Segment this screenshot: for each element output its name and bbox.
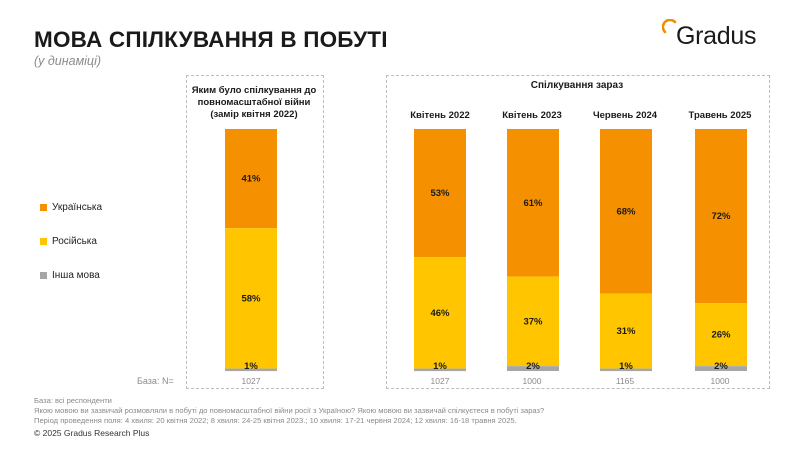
legend-swatch-russian [40,238,47,245]
copyright: © 2025 Gradus Research Plus [34,428,150,438]
label-ukrainian-may-2025: 72% [711,211,731,222]
column-header-current: Спілкування зараз [530,80,624,91]
bar-ukrainian-jun-2024 [600,129,652,294]
footnote-base: База: всі респонденти [34,396,112,405]
label-russian-before-war: 58% [241,293,261,304]
bar-ukrainian-before-war [225,129,277,229]
footnote-period: Період проведення поля: 4 хвиля: 20 квіт… [34,416,517,425]
page-subtitle: (у динаміці) [34,54,102,68]
legend-item-ukrainian: Українська [52,202,103,213]
label-ukrainian-apr-2022: 53% [430,188,450,199]
bar-other-apr-2023 [507,366,559,371]
gradus-logo: Gradus [662,19,774,55]
base-n-may-2025: 1000 [710,376,730,386]
label-russian-may-2025: 26% [711,330,731,341]
legend-swatch-ukrainian [40,204,47,211]
page-title: МОВА СПІЛКУВАННЯ В ПОБУТІ [34,27,388,52]
logo-mark-icon [662,19,677,34]
label-russian-jun-2024: 31% [616,326,636,337]
column-header-jun-2024: Червень 2024 [592,110,658,121]
bar-ukrainian-may-2025 [695,129,747,304]
base-n-before-war: 1027 [241,376,261,386]
base-n-apr-2023: 1000 [522,376,542,386]
column-header-apr-2023: Квітень 2023 [502,110,562,121]
legend-swatch-other [40,272,47,279]
column-header-before-war: Яким було спілкування до повномасштабної… [191,85,317,120]
current-panel [386,75,770,389]
label-other-jun-2024: 1% [619,361,633,372]
bar-russian-before-war [225,228,277,369]
legend-item-other: Інша мова [52,270,100,281]
label-ukrainian-before-war: 41% [241,174,261,185]
base-label: База: N= [137,376,174,386]
bar-russian-jun-2024 [600,293,652,369]
label-other-apr-2023: 2% [526,361,540,372]
base-n-jun-2024: 1165 [615,376,635,386]
footnote-question: Якою мовою ви зазвичай розмовляли в побу… [34,406,545,415]
bar-other-before-war [225,368,277,372]
base-n-apr-2022: 1027 [430,376,450,386]
label-ukrainian-jun-2024: 68% [616,206,636,217]
bar-ukrainian-apr-2023 [507,129,559,277]
label-russian-apr-2022: 46% [430,308,450,319]
bar-russian-apr-2022 [414,257,466,369]
bar-russian-may-2025 [695,303,747,367]
before-war-panel [186,75,324,389]
label-other-before-war: 1% [244,361,258,372]
bar-ukrainian-apr-2022 [414,129,466,258]
logo-text: Gradus [676,22,757,50]
bar-other-jun-2024 [600,368,652,372]
bar-russian-apr-2023 [507,276,559,367]
label-other-apr-2022: 1% [433,361,447,372]
label-ukrainian-apr-2023: 61% [523,198,543,209]
bar-other-apr-2022 [414,368,466,372]
label-russian-apr-2023: 37% [523,316,543,327]
column-header-may-2025: Травень 2025 [688,110,752,121]
column-header-apr-2022: Квітень 2022 [410,110,470,121]
legend-item-russian: Російська [52,236,97,247]
bar-other-may-2025 [695,366,747,371]
label-other-may-2025: 2% [714,361,728,372]
